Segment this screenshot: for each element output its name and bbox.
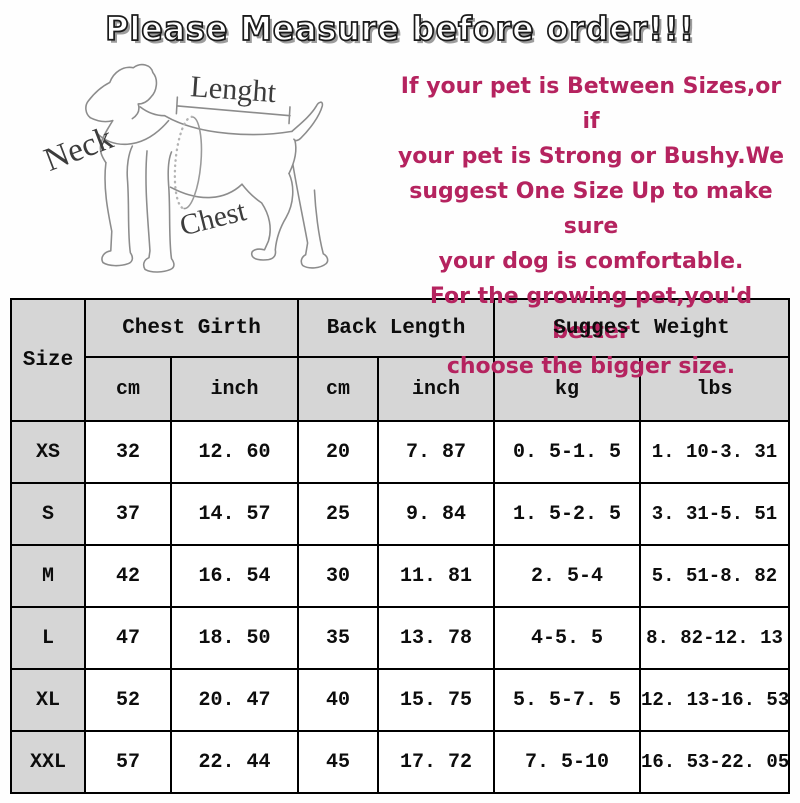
header-size: Size <box>10 298 86 422</box>
table-row: XXL 57 22. 44 45 17. 72 7. 5-10 16. 53-2… <box>10 730 790 794</box>
table-header-row: Size Chest Girth Back Length Suggest Wei… <box>10 298 790 422</box>
cell-back-inch: 15. 75 <box>377 668 495 732</box>
cell-chest-inch: 22. 44 <box>170 730 299 794</box>
header-chest-cm: cm <box>84 356 172 422</box>
cell-weight-kg: 1. 5-2. 5 <box>493 482 641 546</box>
table-row: L 47 18. 50 35 13. 78 4-5. 5 8. 82-12. 1… <box>10 606 790 670</box>
dog-rump-line <box>288 139 297 175</box>
length-measure-line <box>175 96 291 125</box>
cell-back-inch: 7. 87 <box>377 420 495 484</box>
dog-hindleg-far <box>292 163 329 269</box>
page-title: Please Measure before order!!! <box>104 8 695 49</box>
notice-line: suggest One Size Up to make sure <box>409 179 773 239</box>
header-chest-inch: inch <box>170 356 299 422</box>
cell-weight-lbs: 3. 31-5. 51 <box>639 482 790 546</box>
header-suggest-weight: Suggest Weight <box>493 298 790 358</box>
cell-weight-kg: 7. 5-10 <box>493 730 641 794</box>
notice-line: If your pet is Between Sizes,or if <box>400 74 782 134</box>
cell-back-cm: 35 <box>297 606 379 670</box>
cell-weight-kg: 2. 5-4 <box>493 544 641 608</box>
chest-label: Chest <box>177 195 250 242</box>
cell-chest-inch: 14. 57 <box>170 482 299 546</box>
dog-belly-line <box>169 183 243 199</box>
cell-back-cm: 30 <box>297 544 379 608</box>
cell-chest-cm: 47 <box>84 606 172 670</box>
cell-weight-lbs: 16. 53-22. 05 <box>639 730 790 794</box>
dog-back-line <box>163 114 293 136</box>
cell-weight-lbs: 12. 13-16. 53 <box>639 668 790 732</box>
dog-collar-arc <box>96 119 170 146</box>
header-weight-lbs: lbs <box>639 356 790 422</box>
dog-hindleg-near <box>241 172 294 261</box>
cell-size: S <box>10 482 86 546</box>
cell-chest-inch: 18. 50 <box>170 606 299 670</box>
cell-back-inch: 9. 84 <box>377 482 495 546</box>
cell-weight-lbs: 1. 10-3. 31 <box>639 420 790 484</box>
cell-chest-cm: 32 <box>84 420 172 484</box>
cell-size: M <box>10 544 86 608</box>
header-back-cm: cm <box>297 356 379 422</box>
cell-chest-cm: 57 <box>84 730 172 794</box>
table-row: S 37 14. 57 25 9. 84 1. 5-2. 5 3. 31-5. … <box>10 482 790 546</box>
header-weight-kg: kg <box>493 356 641 422</box>
cell-back-cm: 25 <box>297 482 379 546</box>
cell-weight-kg: 5. 5-7. 5 <box>493 668 641 732</box>
notice-line: choose the bigger size. <box>446 354 736 379</box>
cell-back-inch: 11. 81 <box>377 544 495 608</box>
cell-chest-inch: 20. 47 <box>170 668 299 732</box>
dog-tail-line <box>291 101 324 142</box>
dog-mouth-line <box>89 116 114 123</box>
header-chest-girth: Chest Girth <box>84 298 299 358</box>
size-chart-table: Size Chest Girth Back Length Suggest Wei… <box>10 298 790 794</box>
cell-chest-cm: 42 <box>84 544 172 608</box>
cell-back-cm: 40 <box>297 668 379 732</box>
top-section: Neck Lenght Chest If your pet is Between… <box>0 55 800 379</box>
notice-line: your dog is comfortable. <box>438 249 744 274</box>
cell-back-cm: 45 <box>297 730 379 794</box>
table-row: M 42 16. 54 30 11. 81 2. 5-4 5. 51-8. 82 <box>10 544 790 608</box>
notice-line: your pet is Strong or Bushy.We <box>397 144 785 169</box>
dog-measurement-diagram: Neck Lenght Chest <box>0 55 390 290</box>
cell-back-cm: 20 <box>297 420 379 484</box>
dog-head-line <box>85 63 158 120</box>
table-row: XS 32 12. 60 20 7. 87 0. 5-1. 5 1. 10-3.… <box>10 420 790 484</box>
cell-back-inch: 17. 72 <box>377 730 495 794</box>
cell-weight-lbs: 5. 51-8. 82 <box>639 544 790 608</box>
table-row: XL 52 20. 47 40 15. 75 5. 5-7. 5 12. 13-… <box>10 668 790 732</box>
cell-size: XXL <box>10 730 86 794</box>
cell-chest-inch: 12. 60 <box>170 420 299 484</box>
chest-ellipse-dotted <box>173 115 194 210</box>
neck-label: Neck <box>39 119 118 179</box>
cell-weight-lbs: 8. 82-12. 13 <box>639 606 790 670</box>
cell-weight-kg: 0. 5-1. 5 <box>493 420 641 484</box>
dog-neckback-line <box>139 106 166 117</box>
length-label: Lenght <box>189 69 278 109</box>
dog-throat-line <box>99 119 114 164</box>
cell-size: L <box>10 606 86 670</box>
cell-size: XL <box>10 668 86 732</box>
header-back-inch: inch <box>377 356 495 422</box>
cell-chest-cm: 37 <box>84 482 172 546</box>
sizing-notice: If your pet is Between Sizes,or if your … <box>390 55 800 379</box>
cell-weight-kg: 4-5. 5 <box>493 606 641 670</box>
cell-size: XS <box>10 420 86 484</box>
dog-outline-drawing: Neck Lenght Chest <box>39 63 329 273</box>
cell-chest-inch: 16. 54 <box>170 544 299 608</box>
cell-chest-cm: 52 <box>84 668 172 732</box>
header-back-length: Back Length <box>297 298 495 358</box>
cell-back-inch: 13. 78 <box>377 606 495 670</box>
chest-ellipse-solid <box>183 116 203 210</box>
dog-frontleg-far <box>142 150 175 273</box>
dog-frontleg-near <box>101 145 134 267</box>
table-subheader-row: cm inch cm inch kg lbs <box>11 356 790 422</box>
